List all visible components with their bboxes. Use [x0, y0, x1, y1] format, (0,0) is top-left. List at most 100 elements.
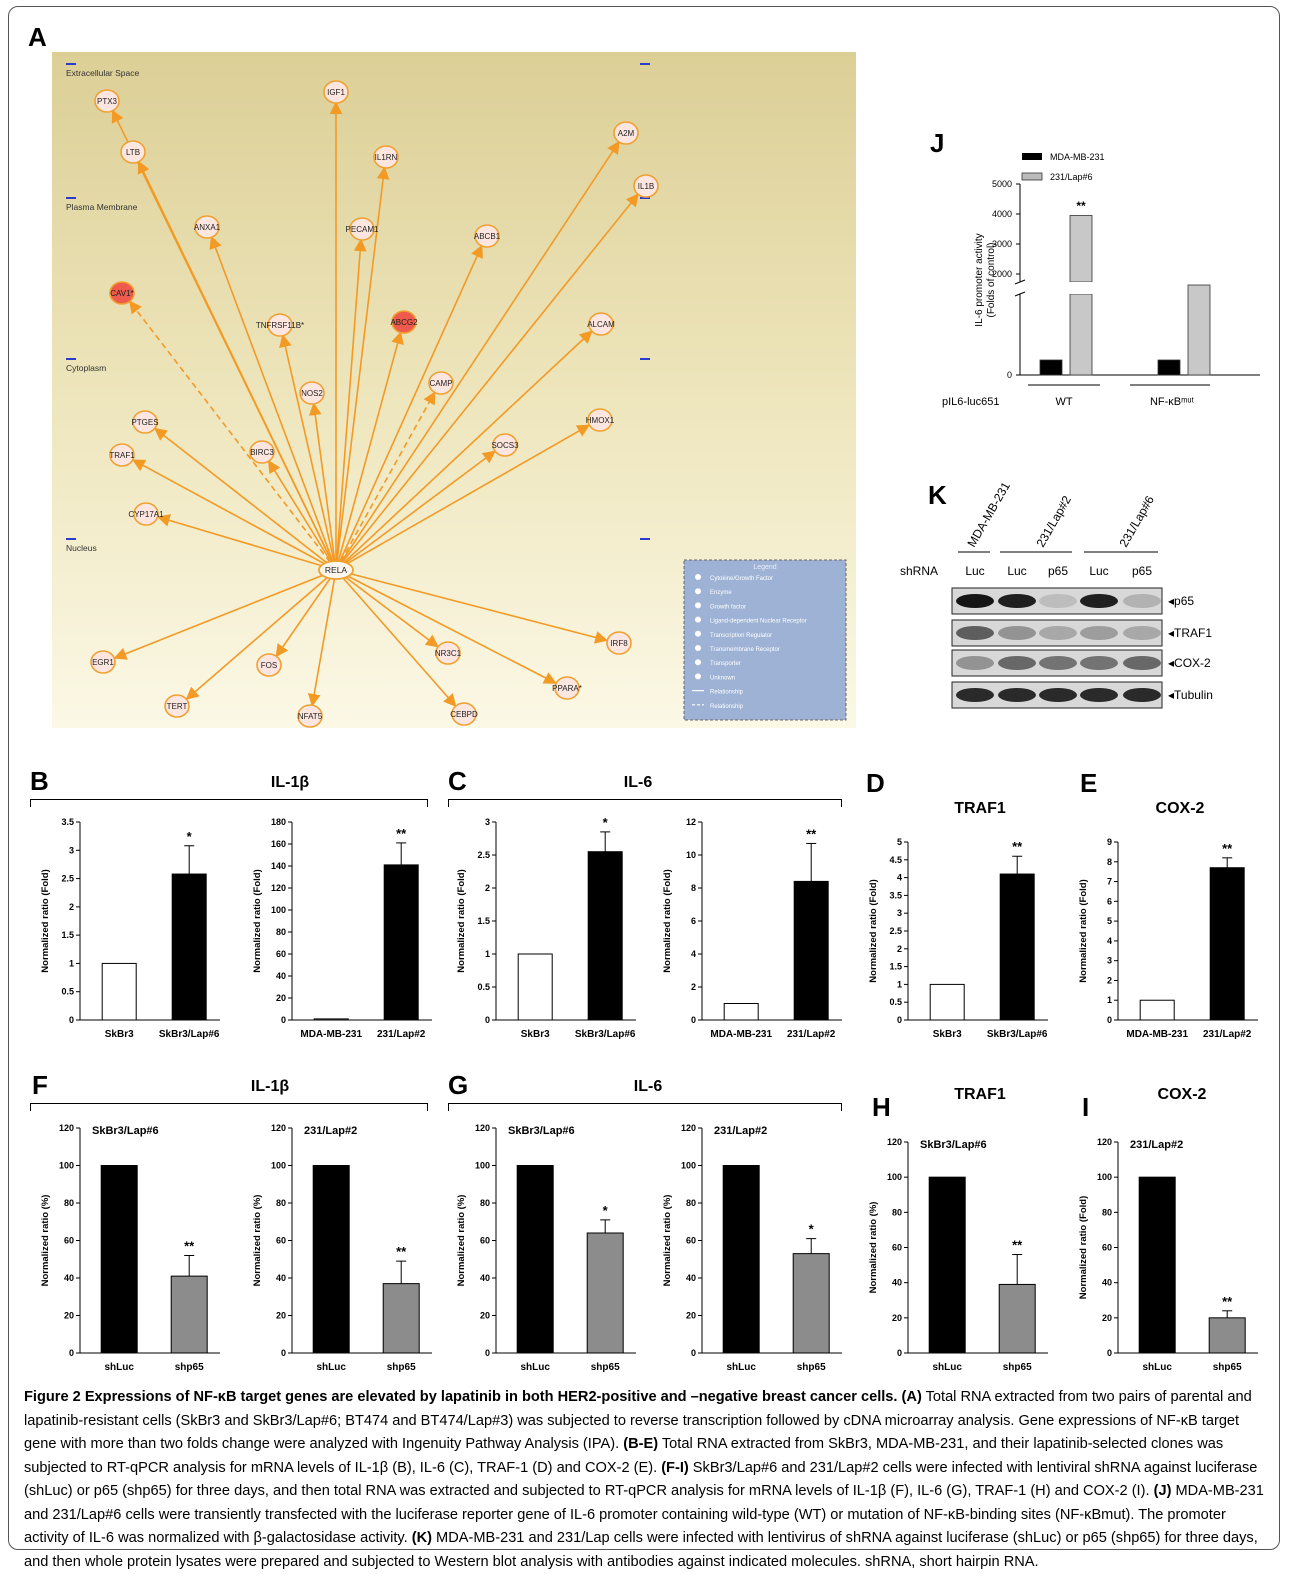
cell-line-label: 231/Lap#2	[1033, 493, 1074, 549]
compartment-label: Extracellular Space	[66, 68, 140, 78]
chart-subtitle: SkBr3/Lap#6	[920, 1139, 987, 1151]
gene-node-label: PECAM1	[346, 225, 379, 234]
compartment-label: Nucleus	[66, 543, 97, 553]
panel-label-j: J	[930, 128, 945, 158]
gene-node-label: NR3C1	[435, 649, 462, 658]
gene-node-label: CYP17A1	[128, 510, 164, 519]
x-category: 231/Lap#2	[1203, 1029, 1252, 1040]
y-tick-label: 3	[485, 817, 490, 827]
y-tick-label: 20	[686, 1311, 696, 1321]
gene-node-shape	[391, 310, 417, 334]
blot-band	[1039, 594, 1077, 608]
panel-label-k: K	[928, 480, 947, 510]
gene-node-label: CAV1*	[110, 289, 133, 298]
y-tick-label: 3	[69, 845, 74, 855]
gene-node-shape	[588, 312, 614, 336]
y-tick-label: 0	[1007, 370, 1012, 380]
gene-node-shape	[164, 694, 190, 718]
lane-label: p65	[1132, 564, 1152, 578]
significance-mark: *	[187, 829, 193, 844]
chart-subtitle: 231/Lap#2	[714, 1125, 767, 1137]
legend-swatch	[1021, 172, 1043, 181]
edge-ptges	[154, 427, 337, 571]
edge-irf8	[335, 569, 608, 644]
y-tick-label: 3	[897, 908, 902, 918]
y-tick-label: 60	[480, 1236, 490, 1246]
legend-item: Transcription Regulator	[710, 633, 772, 639]
bar	[928, 1176, 966, 1354]
blot-band	[956, 626, 994, 640]
legend-item: Growth factor	[710, 604, 746, 610]
gene-node-shape	[297, 704, 323, 728]
y-tick-label: 40	[1102, 1278, 1112, 1288]
y-axis-label: IL-6 promoter activity	[974, 233, 985, 326]
bracket-c	[448, 799, 842, 807]
legend-item: Transmembrane Receptor	[710, 647, 780, 653]
gene-node-shape	[109, 281, 135, 305]
gene-node-label: TNFRSF11B*	[256, 321, 304, 330]
significance-mark: **	[396, 826, 407, 841]
edge-abcb1	[335, 244, 483, 571]
gene-node-label: NOS2	[301, 389, 323, 398]
pathway-diagram: Extracellular Space Plasma Membrane Cytopl…	[52, 52, 856, 728]
caption-be-tag: (B-E)	[623, 1436, 659, 1452]
x-category: shp65	[797, 1362, 826, 1373]
gene-node-shape	[133, 502, 159, 526]
y-tick-label: 4.5	[889, 855, 902, 865]
legend-item: Unknown	[710, 675, 735, 681]
y-tick-label: 8	[691, 883, 696, 893]
legend-item: Transporter	[710, 661, 741, 667]
y-tick-label: 4	[1107, 936, 1112, 946]
chart-subtitle: SkBr3/Lap#6	[508, 1125, 575, 1137]
shrna-label: shRNA	[900, 564, 938, 578]
gene-node-shape	[492, 433, 518, 457]
gene-node-shape	[132, 410, 158, 434]
x-category: NF-κBᵐᵘᵗ	[1150, 396, 1195, 408]
blot-band	[1080, 594, 1118, 608]
significance-mark: **	[1012, 839, 1023, 854]
edge-tert	[185, 569, 337, 700]
gene-node-shape	[428, 371, 454, 395]
compartment-label: Plasma Membrane	[66, 202, 138, 212]
edge-hmox1	[335, 424, 591, 571]
chart-f2: 0 20 40 60 80 100 120 Normalized ratio (%) 231/L…	[252, 1123, 432, 1373]
legend-title: Legend	[753, 564, 776, 571]
x-category: 231/Lap#2	[377, 1029, 426, 1040]
x-category: shp65	[1213, 1362, 1242, 1373]
y-axis-label: Normalized ratio (%)	[456, 1195, 467, 1287]
chart-i: 0 20 40 60 80 100 120 Normalized ratio (Fold) 23…	[1078, 1137, 1258, 1373]
gene-node-shape	[267, 313, 293, 337]
legend-item: Relationship	[710, 690, 744, 696]
y-tick-label: 20	[480, 1311, 490, 1321]
gene-node-label: LTB	[126, 148, 140, 157]
bar	[999, 873, 1035, 1021]
legend-symbol	[695, 659, 701, 666]
x-category: MDA-MB-231	[1126, 1029, 1188, 1040]
western-blot-k: MDA-MB-231 231/Lap#2 231/Lap#6 shRNA Luc Luc p…	[900, 479, 1213, 709]
legend-symbol	[695, 616, 701, 623]
y-tick-label: 0	[485, 1348, 490, 1358]
y-tick-label: 12	[686, 817, 696, 827]
y-tick-label: 120	[271, 1123, 286, 1133]
y-tick-label: 2.5	[477, 850, 490, 860]
y-tick-label: 1	[897, 979, 902, 989]
y-tick-label: 10	[686, 850, 696, 860]
edge-nos2	[308, 402, 337, 571]
y-tick-label: 1	[485, 949, 490, 959]
gene-node-shape	[613, 121, 639, 145]
lane-label: Luc	[965, 564, 984, 578]
significance-mark: **	[1222, 1294, 1233, 1309]
chart-b2: 0 20 40 60 80 100 120 140 160 180 Normalized ratio…	[252, 817, 432, 1040]
blot-band	[998, 656, 1036, 670]
bar	[586, 1232, 624, 1354]
gene-node-label: IL1B	[638, 182, 654, 191]
edge-ppara	[335, 569, 557, 684]
gene-node-label: SOCS3	[491, 441, 519, 450]
edge-il1b	[335, 193, 639, 571]
significance-mark: **	[1222, 841, 1233, 856]
y-tick-label: 0	[691, 1348, 696, 1358]
y-tick-label: 2	[69, 902, 74, 912]
bracket-f	[30, 1103, 428, 1111]
caption-title: Figure 2 Expressions of NF-κB target gen…	[24, 1389, 898, 1405]
title-f: IL-1β	[250, 1078, 290, 1095]
